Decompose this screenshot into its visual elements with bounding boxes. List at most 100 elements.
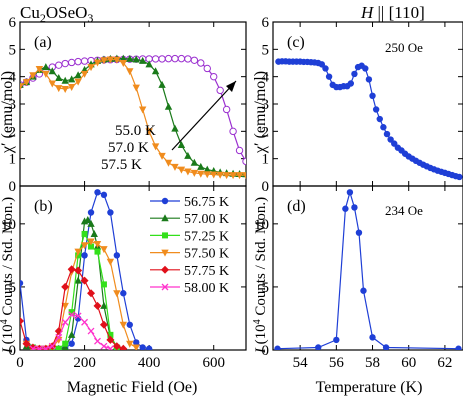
data-point-c-0-30 — [383, 130, 391, 138]
data-point-a-0-31 — [216, 86, 224, 95]
data-point-a-2-5 — [48, 80, 56, 88]
data-point-c-0-27 — [372, 106, 380, 113]
ytick-label-d-0: 0 — [262, 343, 270, 359]
data-point-a-2-1 — [22, 79, 31, 87]
data-point-a-2-32 — [222, 172, 231, 180]
data-point-d-0-4 — [346, 189, 354, 196]
data-point-a-1-23 — [164, 102, 173, 110]
data-point-a-1-29 — [203, 165, 211, 173]
data-point-b-4-16 — [119, 344, 128, 350]
legend-label-2: 57.25 K — [184, 229, 229, 244]
data-point-a-1-16 — [119, 54, 128, 62]
data-point-b-0-19 — [139, 344, 146, 350]
xtick-label-d-3: 60 — [401, 355, 416, 371]
ytick-label-a-2: 2 — [9, 124, 17, 140]
data-point-a-2-17 — [126, 68, 134, 76]
data-point-a-2-26 — [184, 168, 192, 176]
data-point-a-1-5 — [48, 67, 56, 75]
ytick-label-a-6: 6 — [9, 15, 17, 31]
legend-marker-0 — [161, 197, 169, 205]
data-point-a-2-19 — [138, 106, 147, 114]
data-point-a-1-7 — [61, 76, 69, 84]
data-point-c-0-21 — [351, 70, 358, 78]
plot-frame-d — [272, 185, 463, 351]
data-point-a-2-10 — [80, 70, 89, 78]
arrow-label-0: 55.0 K — [115, 123, 156, 139]
data-point-b-0-11 — [87, 209, 95, 216]
data-point-b-5-8 — [81, 318, 89, 326]
data-point-b-2-12 — [107, 331, 114, 338]
data-point-b-0-10 — [81, 252, 88, 259]
data-point-c-0-31 — [387, 136, 394, 143]
data-point-d-0-0 — [274, 345, 281, 350]
ytick-label-b-0: 0 — [9, 343, 17, 359]
data-point-b-4-10 — [80, 276, 89, 285]
arrow-label-1: 57.0 K — [108, 140, 149, 156]
data-point-d-0-8 — [369, 334, 376, 341]
xtick-label-b-0: 0 — [16, 355, 24, 371]
panel-label-d: (d) — [287, 198, 306, 215]
data-point-a-2-14 — [106, 56, 115, 64]
ytick-label-a-1: 1 — [9, 152, 17, 168]
ytick-label-c-1: 1 — [262, 152, 270, 168]
data-point-a-2-9 — [74, 78, 82, 86]
data-point-a-0-29 — [203, 64, 211, 73]
arrow-label-2: 57.5 K — [101, 157, 142, 173]
ytick-label-a-4: 4 — [9, 70, 17, 86]
ylabel-d: I (104 Counts / Std. Mon.) — [252, 197, 269, 354]
data-point-b-3-12 — [100, 246, 108, 254]
data-point-b-3-14 — [113, 290, 121, 298]
data-point-b-2-10 — [94, 248, 101, 255]
temperature-arrowhead — [226, 81, 236, 92]
data-point-c-0-32 — [391, 140, 398, 147]
data-point-a-0-26 — [184, 55, 192, 63]
data-point-a-0-22 — [158, 55, 166, 63]
data-point-b-4-7 — [61, 282, 70, 291]
data-point-a-0-24 — [171, 54, 179, 63]
legend-marker-5 — [161, 283, 169, 291]
data-point-a-2-23 — [164, 159, 173, 167]
data-point-b-0-20 — [145, 345, 153, 350]
ytick-label-c-0: 0 — [262, 179, 270, 195]
data-point-b-4-8 — [67, 265, 76, 274]
data-point-b-4-12 — [93, 301, 102, 310]
data-point-b-3-10 — [87, 238, 95, 246]
data-point-b-2-4 — [55, 345, 62, 350]
data-point-b-2-5 — [62, 340, 69, 347]
data-point-b-4-13 — [99, 320, 108, 329]
data-point-a-2-29 — [203, 171, 211, 179]
data-point-a-1-21 — [151, 67, 160, 75]
legend-label-4: 57.75 K — [184, 264, 229, 279]
data-point-a-2-2 — [29, 72, 37, 80]
series-group-b — [20, 189, 153, 350]
data-point-a-0-27 — [190, 56, 199, 64]
annotation-c: 250 Oe — [385, 40, 423, 55]
data-point-a-2-15 — [113, 56, 121, 64]
xtick-label-b-1: 200 — [73, 355, 96, 371]
data-point-c-0-25 — [365, 76, 373, 83]
data-point-a-1-20 — [145, 60, 153, 68]
data-point-c-0-20 — [347, 80, 355, 87]
xtick-label-d-0: 54 — [293, 355, 309, 371]
data-point-b-5-2 — [42, 345, 50, 350]
ytick-label-b-2: 10 — [1, 217, 16, 233]
data-point-b-5-3 — [48, 342, 56, 350]
data-point-d-0-9 — [382, 344, 390, 350]
ytick-label-c-4: 4 — [262, 70, 270, 86]
panel-label-c: (c) — [287, 34, 305, 51]
data-point-a-2-20 — [145, 128, 153, 136]
legend-marker-3 — [161, 249, 169, 257]
xtick-label-b-3: 600 — [202, 355, 225, 371]
data-point-b-4-1 — [22, 339, 31, 348]
ytick-label-c-3: 3 — [262, 97, 270, 113]
xtick-label-d-4: 62 — [437, 355, 452, 371]
legend-marker-2 — [162, 232, 168, 239]
series-line-b-3 — [26, 240, 137, 350]
data-point-b-1-12 — [90, 229, 98, 237]
data-point-a-2-8 — [67, 84, 76, 92]
data-point-a-2-3 — [35, 66, 44, 74]
data-point-a-1-22 — [158, 80, 166, 88]
data-point-a-2-18 — [132, 84, 140, 92]
data-point-c-0-50 — [456, 173, 463, 181]
